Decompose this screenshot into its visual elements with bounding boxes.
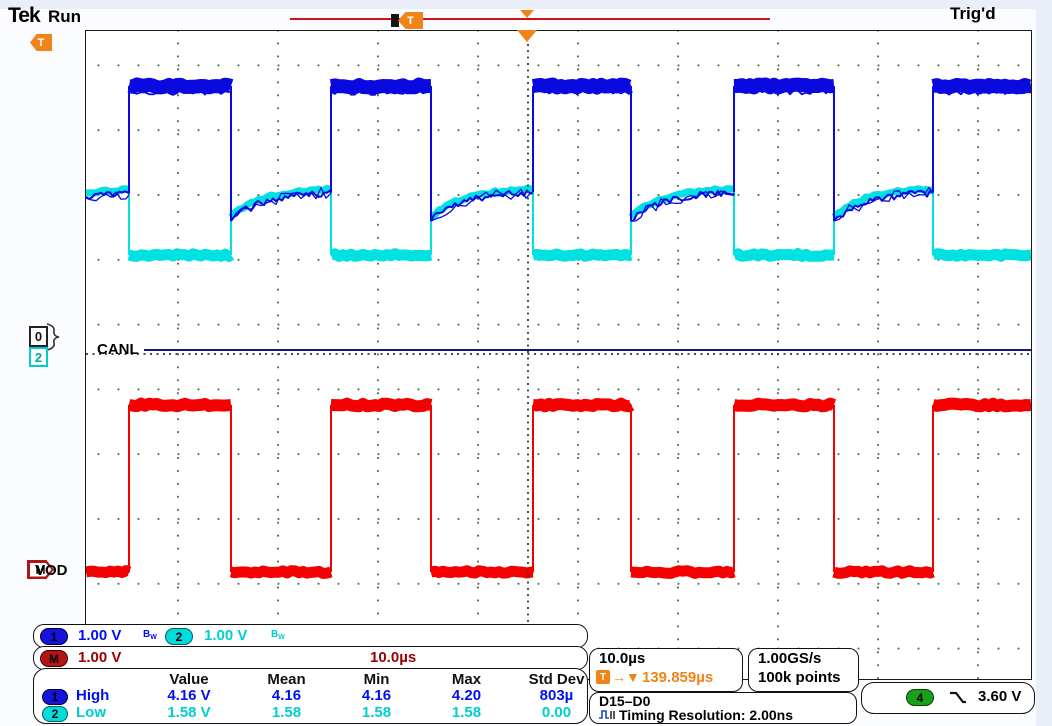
ch1-badge: 1 [42, 689, 68, 705]
measurement-std: 0.00 [541, 704, 572, 721]
measurement-value: 1.58 V [167, 704, 211, 721]
record-length: 100k points [758, 669, 841, 686]
top-strip [0, 0, 1052, 9]
measurement-mean: 1.58 [271, 704, 302, 721]
trace-ch2 [86, 184, 1031, 262]
bw-b: B [271, 629, 279, 640]
trace-ch1 [86, 77, 1031, 222]
record-trigger-position-icon[interactable] [520, 10, 534, 18]
ch1-scale: 1.00 V [78, 627, 122, 644]
measurement-min: 4.16 [361, 687, 392, 704]
trigger-position-readout: 139.859µs [642, 669, 714, 686]
col-header-std: Std Dev [528, 671, 585, 688]
math-badge[interactable]: M [40, 650, 68, 667]
digital-activity-icon [599, 710, 615, 719]
d0-group-brace-icon [46, 323, 60, 351]
measurement-table[interactable]: Value Mean Min Max Std Dev 1 High 4.16 V… [33, 668, 588, 724]
col-header-mean: Mean [267, 671, 306, 688]
digital-bus-label: D15–D0 [599, 693, 651, 709]
ch1-bandwidth-icon: BW [143, 629, 157, 641]
math-reference-marker[interactable]: M [27, 560, 54, 579]
falling-edge-icon [950, 691, 966, 704]
col-header-min: Min [363, 671, 390, 688]
measurement-max: 4.20 [451, 687, 482, 704]
acquisition-status: Run [48, 7, 82, 26]
canl-trace-label: CANL [97, 341, 139, 358]
horizontal-settings-box[interactable]: 10.0µs T →▼ 139.859µs [589, 648, 743, 692]
math-scale: 1.00 V [78, 649, 122, 666]
timebase-readout: 10.0µs [599, 650, 646, 667]
ch2-scale: 1.00 V [204, 627, 248, 644]
measurement-name: High [76, 687, 110, 704]
right-strip [1036, 9, 1052, 726]
record-trigger-flag-icon[interactable]: T [398, 12, 423, 29]
bw-b: B [143, 629, 151, 640]
vertical-scale-readout-bar[interactable]: 1 1.00 V BW 2 1.00 V BW [33, 624, 588, 648]
bw-w: W [278, 634, 285, 641]
sample-rate: 1.00GS/s [758, 650, 822, 667]
trigger-level-flag-icon[interactable]: T [30, 34, 52, 51]
math-scale-readout-bar[interactable]: M 1.00 V 10.0µs [33, 646, 588, 670]
col-header-max: Max [451, 671, 482, 688]
trigger-t-icon: T [596, 670, 610, 684]
vod-trace-label: VOD [35, 562, 68, 579]
ch4-badge[interactable]: 4 [906, 689, 934, 706]
acquisition-box[interactable]: 1.00GS/s 100k points [748, 648, 859, 692]
trace-math [86, 397, 1031, 579]
measurement-min: 1.58 [361, 704, 392, 721]
tek-logo: Tek [8, 4, 41, 27]
trigger-position-icon[interactable] [517, 30, 537, 42]
timing-resolution: Timing Resolution: 2.00ns [619, 707, 793, 723]
record-marker-icon [391, 14, 399, 27]
bw-w: W [150, 634, 157, 641]
center-horizontal-gridline [86, 353, 1029, 355]
trigger-status: Trig'd [950, 4, 996, 23]
trigger-arrow-icon: →▼ [612, 669, 640, 685]
ch2-bandwidth-icon: BW [271, 629, 285, 641]
ch1-badge[interactable]: 1 [40, 628, 68, 645]
ch2-reference-marker[interactable]: 2 [29, 347, 48, 367]
measurement-max: 1.58 [451, 704, 482, 721]
measurement-mean: 4.16 [271, 687, 302, 704]
ch2-badge: 2 [42, 706, 68, 722]
measurement-name: Low [76, 704, 106, 721]
math-timebase: 10.0µs [370, 649, 417, 666]
graticule [85, 30, 1032, 680]
math-marker-label: M [29, 562, 52, 577]
waveform-canvas [86, 77, 1031, 579]
d0-channel-marker[interactable]: 0 [29, 326, 48, 347]
digital-bus-box[interactable]: D15–D0 Timing Resolution: 2.00ns [589, 692, 857, 724]
measurement-value: 4.16 V [167, 687, 211, 704]
trigger-level: 3.60 V [978, 688, 1022, 705]
trigger-source-box[interactable]: 4 3.60 V [861, 682, 1035, 714]
col-header-value: Value [169, 671, 209, 688]
measurement-std: 803µ [539, 687, 574, 704]
record-view-line [290, 18, 770, 20]
ch2-badge[interactable]: 2 [165, 628, 193, 645]
